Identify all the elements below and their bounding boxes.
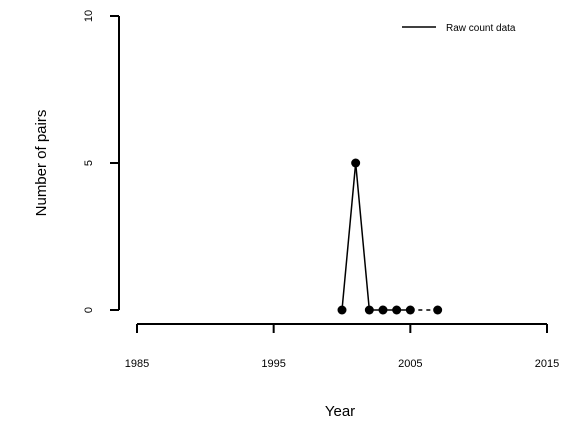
x-tick-label-1985: 1985: [125, 358, 149, 370]
data-point-2000: [337, 305, 347, 315]
y-axis-tick-labels: 0 5 10: [83, 10, 95, 313]
data-point-2002: [364, 305, 374, 315]
legend: Raw count data: [402, 23, 516, 34]
series-segment-2001-2002: [354, 162, 371, 311]
x-axis-title: Year: [325, 403, 355, 420]
data-point-2001: [351, 158, 361, 168]
data-point-2003: [378, 305, 388, 315]
y-tick-label-0: 0: [83, 307, 95, 313]
y-axis-ticks: [110, 15, 119, 311]
y-tick-label-5: 5: [83, 160, 95, 166]
x-axis-ticks: [136, 324, 548, 333]
series-raw-count-data: [337, 158, 443, 315]
x-tick-label-2015: 2015: [535, 358, 559, 370]
y-tick-label-10: 10: [83, 10, 95, 22]
legend-label: Raw count data: [446, 23, 516, 34]
x-axis-tick-labels: 1985 1995 2005 2015: [125, 358, 559, 370]
data-point-2007: [433, 305, 443, 315]
data-point-2005: [405, 305, 415, 315]
data-point-2004: [392, 305, 402, 315]
y-axis-title: Number of pairs: [33, 110, 50, 217]
x-tick-label-2005: 2005: [398, 358, 422, 370]
x-tick-label-1995: 1995: [261, 358, 285, 370]
series-segment-2000-2001: [341, 162, 357, 311]
